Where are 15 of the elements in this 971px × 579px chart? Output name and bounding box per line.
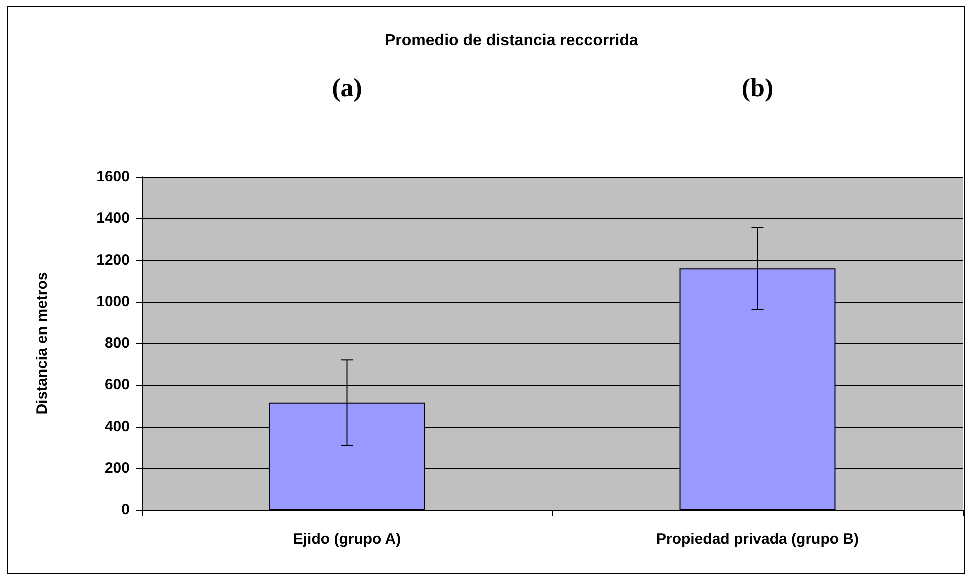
- y-tick-label: 200: [104, 460, 130, 477]
- y-tick-label: 800: [104, 335, 130, 352]
- y-tick-label: 1600: [96, 168, 130, 186]
- y-tick-label: 400: [104, 418, 130, 436]
- y-tick-label: 1400: [96, 210, 130, 228]
- x-tick-label: Ejido (grupo A): [293, 531, 402, 548]
- x-tick-label: Propiedad privada (grupo B): [656, 531, 860, 548]
- chart-title: Promedio de distancia reccorrida: [385, 32, 639, 50]
- text: (b): [742, 74, 774, 102]
- y-axis-title: Distancia en metros: [34, 272, 51, 415]
- y-tick-label: 600: [104, 376, 130, 394]
- y-tick-label: 1200: [96, 252, 130, 269]
- text: (a): [332, 74, 362, 102]
- y-tick-label: 0: [122, 502, 130, 518]
- y-tick-label: 1000: [96, 293, 130, 310]
